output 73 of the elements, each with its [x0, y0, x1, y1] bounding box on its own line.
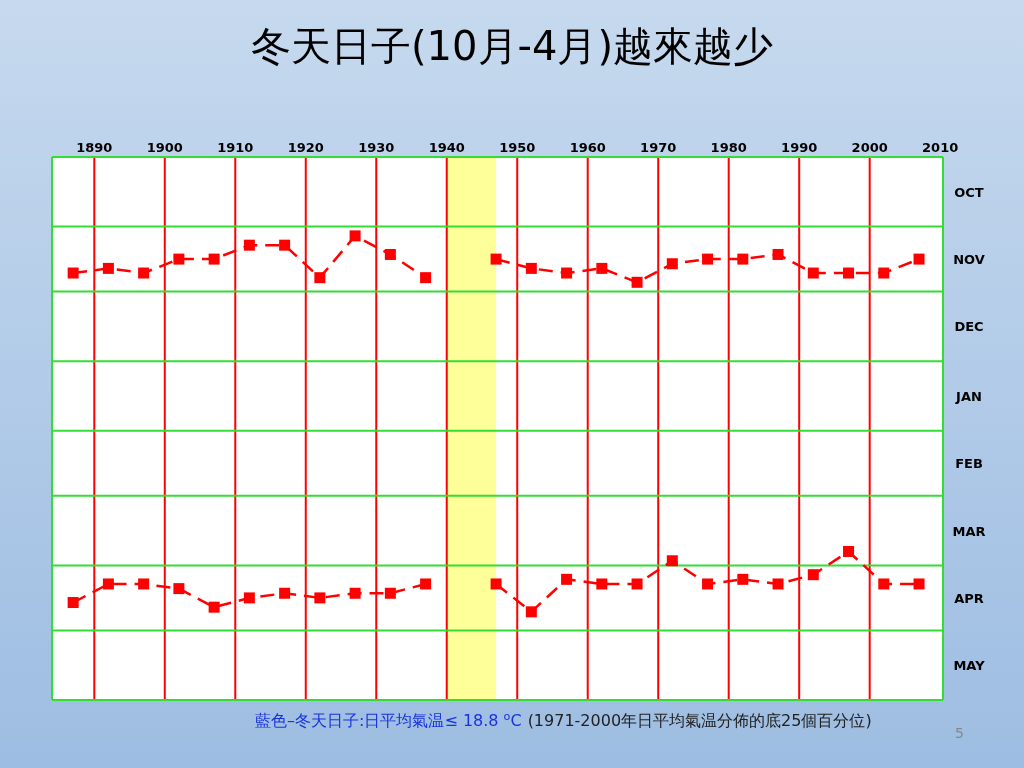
band-label: MAR	[952, 523, 986, 539]
point	[243, 592, 255, 604]
x-tick-label: 2000	[851, 140, 888, 155]
x-tick-label: 1920	[287, 140, 324, 155]
point	[913, 253, 925, 265]
x-tick-label: 1980	[710, 140, 747, 155]
x-tick-label: 1990	[781, 140, 818, 155]
x-tick-label: 1910	[217, 140, 254, 155]
x-tick-label: 1900	[146, 140, 183, 155]
x-tick-label: 2010	[922, 140, 959, 155]
band-label: OCT	[954, 184, 984, 200]
point	[384, 248, 396, 260]
band-label: FEB	[955, 456, 983, 472]
point	[314, 592, 326, 604]
band-label: APR	[954, 590, 984, 606]
point	[561, 267, 573, 279]
x-tick-label: 1890	[76, 140, 113, 155]
point	[631, 578, 643, 590]
chart-title: 冬天日子(10月-4月)越來越少	[251, 23, 773, 69]
point	[490, 578, 502, 590]
point	[807, 267, 819, 279]
point	[420, 578, 432, 590]
point	[561, 573, 573, 585]
point	[737, 573, 749, 585]
point	[878, 578, 890, 590]
point	[631, 276, 643, 288]
text: 5	[955, 725, 964, 741]
point	[420, 272, 432, 284]
point	[349, 230, 361, 242]
point	[596, 578, 608, 590]
band-label: MAY	[953, 658, 986, 674]
point	[173, 583, 185, 595]
point	[913, 578, 925, 590]
x-tick-label: 1970	[640, 140, 677, 155]
point	[314, 272, 326, 284]
point	[843, 267, 855, 279]
point	[596, 262, 608, 274]
point	[138, 267, 150, 279]
x-tick-label: 1930	[358, 140, 395, 155]
point	[208, 601, 220, 613]
point	[525, 606, 537, 618]
point	[490, 253, 502, 265]
point	[772, 248, 784, 260]
point	[208, 253, 220, 265]
x-tick-label: 1940	[428, 140, 465, 155]
point	[525, 262, 537, 274]
point	[67, 267, 79, 279]
band-label: DEC	[954, 319, 984, 335]
point	[807, 569, 819, 581]
point	[279, 587, 291, 599]
point	[279, 239, 291, 251]
point	[102, 578, 114, 590]
point	[243, 239, 255, 251]
band-label: NOV	[953, 252, 985, 268]
point	[737, 253, 749, 265]
point	[102, 262, 114, 274]
point	[384, 587, 396, 599]
point	[67, 597, 79, 609]
point	[666, 258, 678, 270]
point	[772, 578, 784, 590]
point	[173, 253, 185, 265]
x-tick-label: 1960	[569, 140, 606, 155]
point	[138, 578, 150, 590]
point	[702, 253, 714, 265]
x-tick-label: 1950	[499, 140, 536, 155]
text: (1971-2000年日平均氣温分佈的底25個百分位)	[527, 711, 872, 730]
point	[349, 587, 361, 599]
point	[702, 578, 714, 590]
point	[843, 545, 855, 557]
band-label: JAN	[955, 389, 982, 405]
text: 藍色–冬天日子:日平均氣温≤ 18.8 $^{o}$C	[255, 709, 522, 730]
point	[878, 267, 890, 279]
point	[666, 555, 678, 567]
